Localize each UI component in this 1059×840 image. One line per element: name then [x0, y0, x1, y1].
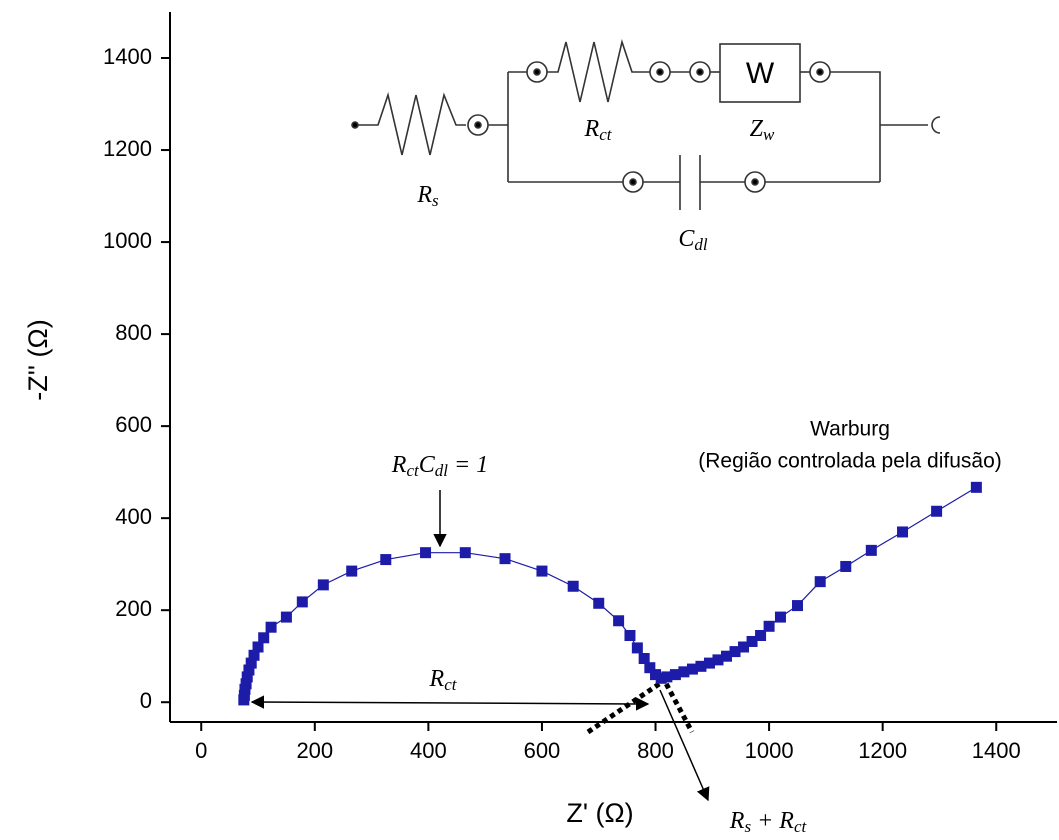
- data-point: [721, 650, 733, 662]
- data-point: [738, 641, 750, 653]
- data-point: [459, 547, 471, 559]
- data-point: [865, 544, 877, 556]
- dotted-line: [659, 674, 695, 734]
- data-point: [567, 580, 579, 592]
- y-tick-label: 600: [115, 412, 152, 437]
- data-point: [791, 600, 803, 612]
- data-point: [661, 671, 673, 683]
- data-point: [380, 554, 392, 566]
- data-point: [252, 641, 264, 653]
- data-point: [240, 678, 252, 690]
- x-tick-label: 800: [637, 738, 674, 763]
- data-point: [746, 635, 758, 647]
- y-tick-label: 800: [115, 320, 152, 345]
- data-point: [245, 657, 257, 669]
- data-point: [239, 683, 251, 695]
- y-tick-label: 1000: [103, 228, 152, 253]
- data-point: [317, 579, 329, 591]
- data-point: [265, 621, 277, 633]
- y-tick-label: 1200: [103, 136, 152, 161]
- y-axis-title: -Z'' (Ω): [23, 319, 53, 400]
- data-point: [536, 565, 548, 577]
- dotted-line: [586, 675, 670, 735]
- circuit-label: Rs​: [416, 182, 439, 210]
- data-point: [970, 481, 982, 493]
- data-point: [695, 660, 707, 672]
- annotation: (Região controlada pela difusão): [698, 450, 1002, 473]
- series-line: [243, 486, 977, 700]
- annotation: Rs​ + Rct​: [729, 808, 808, 836]
- arrow: [250, 695, 650, 711]
- x-tick-label: 600: [524, 738, 561, 763]
- data-point: [669, 669, 681, 681]
- x-tick-label: 1000: [745, 738, 794, 763]
- data-point: [280, 611, 292, 623]
- circuit-label: Rct​: [584, 116, 613, 144]
- data-point: [814, 576, 826, 588]
- data-point: [897, 526, 909, 538]
- data-point: [593, 597, 605, 609]
- data-point: [686, 663, 698, 675]
- data-point: [499, 553, 511, 565]
- arrow: [659, 689, 710, 802]
- data-point: [774, 611, 786, 623]
- data-point: [712, 654, 724, 666]
- x-tick-label: 200: [296, 738, 333, 763]
- data-point: [678, 666, 690, 678]
- circuit-label: Cdl​: [678, 226, 708, 254]
- data-point: [420, 547, 432, 559]
- data-point: [258, 632, 270, 644]
- data-point: [703, 657, 715, 669]
- data-point: [655, 672, 667, 684]
- data-point: [296, 596, 308, 608]
- data-point: [631, 642, 643, 654]
- x-tick-label: 1400: [972, 738, 1021, 763]
- annotation: Rct​Cdl​ = 1: [391, 452, 488, 480]
- data-point: [638, 653, 650, 665]
- data-point: [243, 664, 255, 676]
- data-point: [840, 560, 852, 572]
- data-point: [729, 646, 741, 658]
- annotation: Rct​: [429, 666, 458, 694]
- data-point: [931, 505, 943, 517]
- data-point: [248, 649, 260, 661]
- x-tick-label: 400: [410, 738, 447, 763]
- y-tick-label: 400: [115, 504, 152, 529]
- y-tick-label: 0: [140, 688, 152, 713]
- data-point: [346, 565, 358, 577]
- data-point: [650, 669, 662, 681]
- data-point: [763, 620, 775, 632]
- circuit-label: Zw​: [750, 116, 775, 144]
- data-point: [613, 615, 625, 627]
- x-axis-title: Z' (Ω): [566, 798, 633, 828]
- x-tick-label: 1200: [858, 738, 907, 763]
- data-point: [755, 629, 767, 641]
- y-tick-label: 1400: [103, 44, 152, 69]
- data-point: [238, 689, 250, 701]
- y-tick-label: 200: [115, 596, 152, 621]
- data-point: [624, 629, 636, 641]
- circuit-label: W: [746, 57, 775, 90]
- annotation: Warburg: [810, 418, 890, 441]
- x-tick-label: 0: [195, 738, 207, 763]
- circuit: [351, 39, 941, 210]
- data-point: [241, 671, 253, 683]
- data-point: [644, 662, 656, 674]
